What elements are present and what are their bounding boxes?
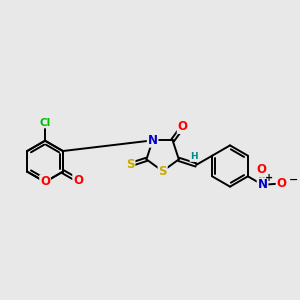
Text: N: N: [148, 134, 158, 147]
Text: O: O: [178, 120, 188, 133]
Text: Cl: Cl: [39, 118, 51, 128]
Text: −: −: [289, 175, 298, 184]
Text: +: +: [265, 173, 273, 183]
Text: H: H: [190, 152, 198, 161]
Text: S: S: [158, 165, 167, 178]
Text: O: O: [277, 177, 286, 190]
Text: O: O: [256, 164, 266, 176]
Text: O: O: [73, 174, 83, 187]
Text: O: O: [40, 176, 50, 188]
Text: N: N: [257, 178, 268, 191]
Text: S: S: [126, 158, 135, 171]
